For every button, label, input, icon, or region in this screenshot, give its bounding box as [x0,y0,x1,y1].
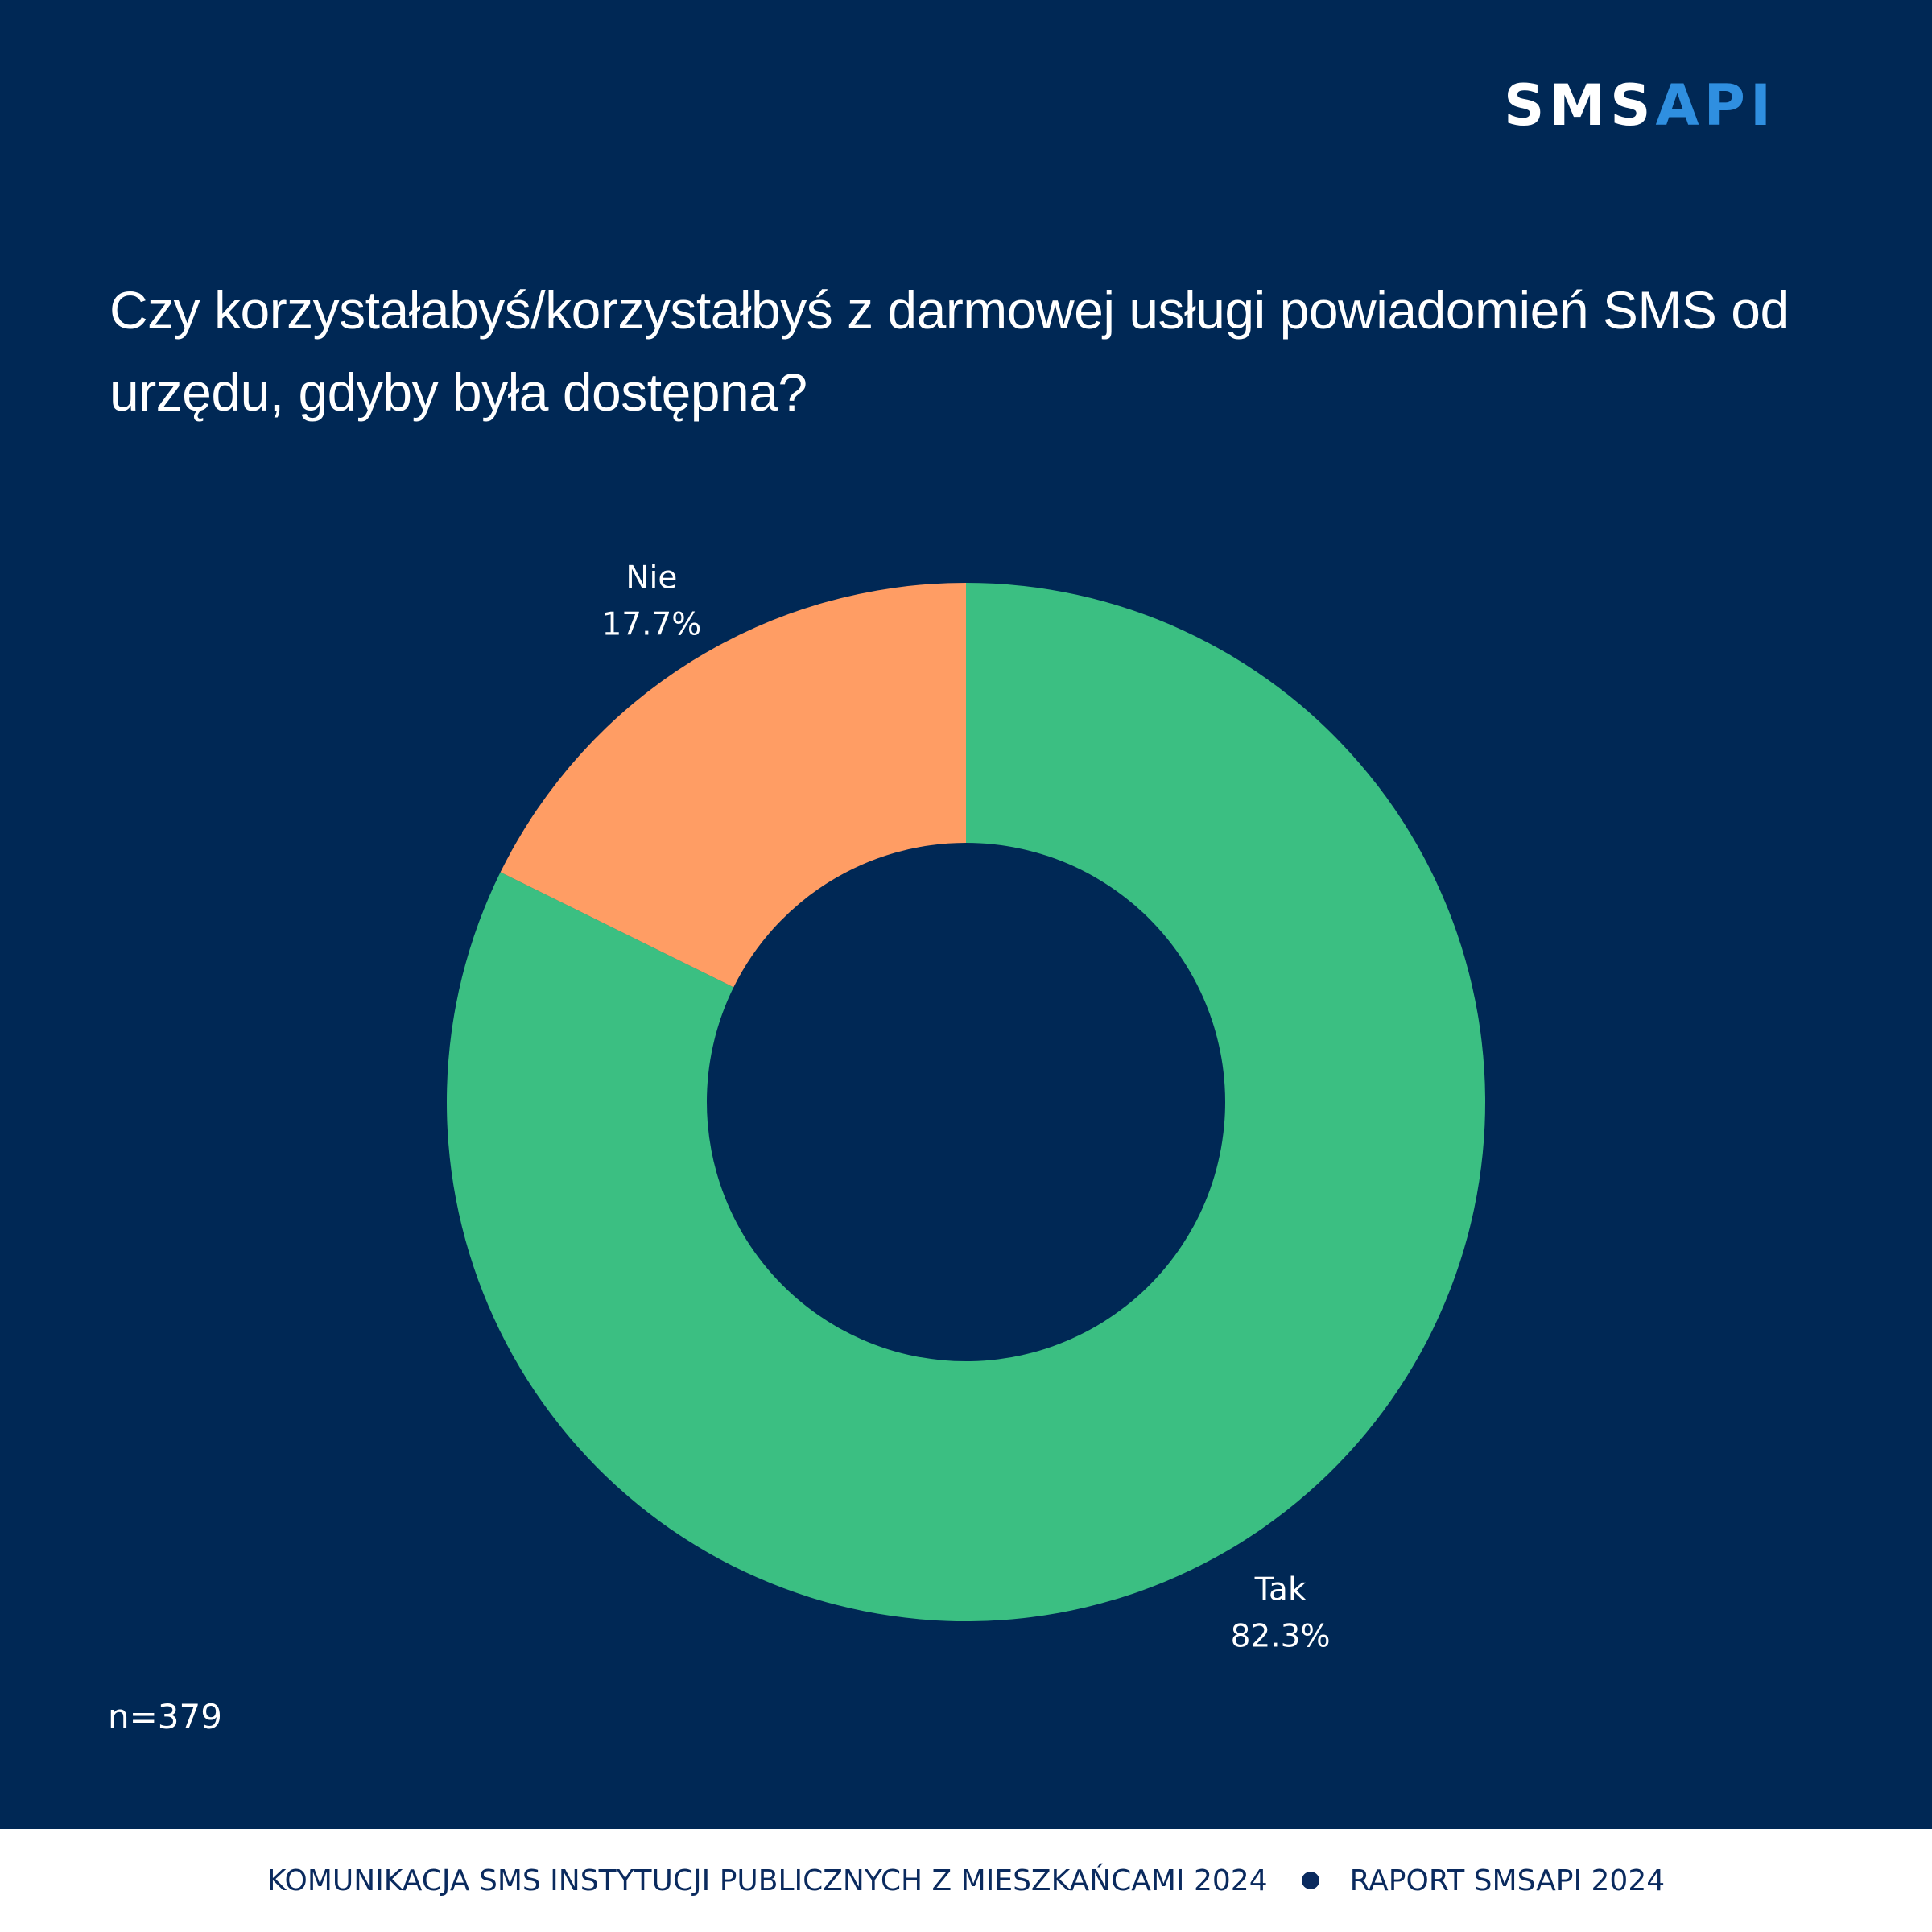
slice-tak [446,583,1485,1621]
chart-panel: SMSAPI Czy korzystałabyś/korzystałbyś z … [0,0,1932,1829]
donut-chart: Tak 82.3% Nie 17.7% [446,559,1485,1655]
footer-report-title: KOMUNIKACJA SMS INSTYTUCJI PUBLICZNYCH Z… [266,1864,1268,1897]
footer: KOMUNIKACJA SMS INSTYTUCJI PUBLICZNYCH Z… [0,1829,1932,1932]
slice-value-label: 82.3% [1231,1619,1331,1655]
slice-value-label: 17.7% [601,606,701,642]
smsapi-logo: SMSAPI [1504,77,1776,134]
chart-title: Czy korzystałabyś/korzystałbyś z darmowe… [109,280,1790,422]
sample-size-note: n=379 [108,1697,222,1736]
slice-nie [500,583,966,988]
slice-category-label: Tak [1254,1572,1307,1608]
footer-separator-dot [1301,1872,1319,1889]
logo-part-api: API [1655,72,1777,138]
slice-category-label: Nie [625,559,677,596]
logo-part-sms: SMS [1504,72,1656,138]
footer-report-name: RAPORT SMSAPI 2024 [1349,1864,1666,1897]
